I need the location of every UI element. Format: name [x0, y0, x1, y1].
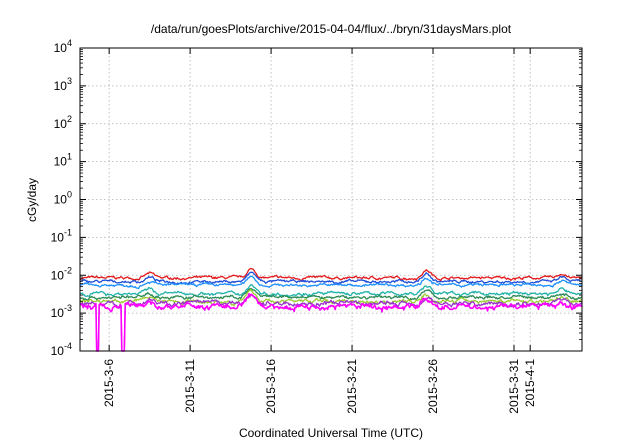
y-axis-label: cGy/day: [25, 178, 39, 222]
y-tick-exponent: 0: [67, 190, 72, 200]
y-tick-exponent: -1: [64, 227, 72, 237]
x-tick-label: 2015-3-16: [264, 359, 278, 414]
chart-title: /data/run/goesPlots/archive/2015-04-04/f…: [151, 22, 512, 36]
y-tick-exponent: 4: [67, 38, 72, 48]
y-tick-exponent: 1: [67, 152, 72, 162]
y-tick-exponent: -4: [64, 341, 72, 351]
y-tick-exponent: -3: [64, 303, 72, 313]
x-tick-label: 2015-3-21: [345, 359, 359, 414]
series-line-3: [79, 275, 583, 290]
x-tick-label: 2015-3-6: [102, 359, 116, 407]
series-line-2: [80, 271, 583, 285]
y-tick-exponent: -2: [64, 265, 72, 275]
y-tick-label: 10-3: [51, 303, 72, 320]
y-tick-label: 102: [54, 114, 72, 131]
data-series: [79, 267, 583, 352]
y-tick-label: 104: [54, 38, 72, 55]
series-line-5: [79, 287, 582, 301]
y-tick-label: 10-1: [51, 227, 72, 244]
x-tick-label: 2015-4-1: [523, 359, 537, 407]
x-tick-label: 2015-3-26: [426, 359, 440, 414]
y-tick-label: 100: [54, 190, 72, 207]
y-tick-label: 10-2: [51, 265, 72, 282]
x-axis-label: Coordinated Universal Time (UTC): [239, 426, 423, 440]
y-tick-exponent: 3: [67, 76, 72, 86]
series-line-4: [79, 284, 583, 298]
series-line-1: [79, 267, 583, 282]
x-axis-ticks: 2015-3-6 2015-3-11 2015-3-16 2015-3-21 2015-…: [102, 48, 537, 414]
x-tick-label: 2015-3-31: [507, 359, 521, 414]
series-line-7: [79, 294, 583, 352]
y-tick-label: 10-4: [51, 341, 72, 358]
y-tick-exponent: 2: [67, 114, 72, 124]
x-tick-label: 2015-3-11: [183, 359, 197, 413]
y-tick-label: 101: [54, 152, 72, 169]
y-tick-label: 103: [54, 76, 72, 93]
series-line-8: [79, 292, 583, 352]
